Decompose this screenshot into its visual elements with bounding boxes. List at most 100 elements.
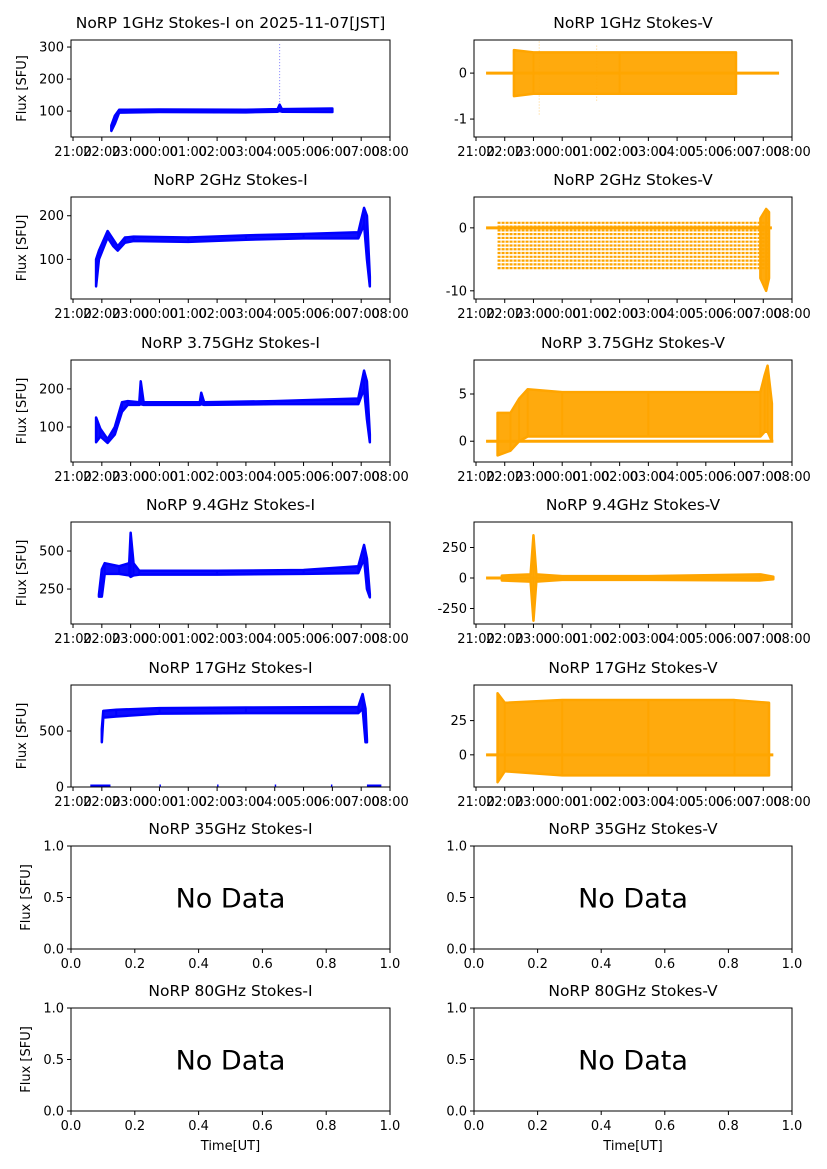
x-tick-label: 22:00 xyxy=(83,470,120,485)
subplot-title: NoRP 17GHz Stokes-I xyxy=(148,659,312,677)
subplot-2: 100 200 21:0022:0023:0000:0001:0002:0003:0… xyxy=(15,171,409,322)
x-tick-label: 01:00 xyxy=(572,795,609,810)
x-tick-label: 06:00 xyxy=(314,307,351,322)
subplot-0: 10020030021:0022:0023:0000:0001:0002:000… xyxy=(15,14,409,160)
x-tick-label: 21:00 xyxy=(54,632,91,647)
y-tick-label: 1.0 xyxy=(43,840,64,855)
x-tick-label: 00:00 xyxy=(543,470,580,485)
x-tick-label: 08:00 xyxy=(773,632,810,647)
x-tick-label: 06:00 xyxy=(716,632,753,647)
y-tick-label: 0 xyxy=(459,221,467,236)
x-tick-label: 22:00 xyxy=(83,307,120,322)
data-band xyxy=(512,48,738,98)
axes-frame xyxy=(70,39,391,138)
x-tick-label: 01:00 xyxy=(572,145,609,160)
x-tick-label: 02:00 xyxy=(601,470,638,485)
data-band xyxy=(759,207,771,293)
x-tick-label: 01:00 xyxy=(170,145,207,160)
y-tick-label: 0.0 xyxy=(43,1105,64,1120)
axes-frame xyxy=(473,196,793,300)
x-tick-label: 23:00 xyxy=(112,795,149,810)
y-axis-label: Flux [SFU] xyxy=(15,378,30,445)
subplot-7: -250 0 250 21:0022:0023:0000:0001:0002:0003… xyxy=(437,496,810,647)
x-tick-label: 02:00 xyxy=(601,795,638,810)
plot-area xyxy=(486,691,774,784)
y-tick-label: 300 xyxy=(39,41,64,56)
data-band xyxy=(500,534,775,622)
x-tick-label: 06:00 xyxy=(716,470,753,485)
x-tick-label: 00:00 xyxy=(141,632,178,647)
y-tick-label: 100 xyxy=(39,105,64,120)
x-tick-label: 22:00 xyxy=(486,470,523,485)
axes-frame xyxy=(70,359,391,463)
plot-area xyxy=(110,43,334,133)
y-tick-label: -1 xyxy=(454,113,467,128)
y-axis-label: Flux [SFU] xyxy=(15,540,30,607)
axes-frame xyxy=(473,521,793,625)
x-tick-label: 23:00 xyxy=(112,470,149,485)
y-tick-label: -10 xyxy=(446,284,467,299)
data-band xyxy=(94,206,372,288)
x-tick-label: 23:00 xyxy=(112,145,149,160)
subplot-title: NoRP 9.4GHz Stokes-V xyxy=(546,496,721,514)
axes-frame xyxy=(70,521,391,625)
x-tick-label: 0.2 xyxy=(527,1119,548,1134)
x-tick-label: 0.4 xyxy=(188,957,209,972)
y-tick-label: 5 xyxy=(459,388,467,403)
data-band xyxy=(97,531,372,599)
x-tick-label: 0.8 xyxy=(316,957,337,972)
x-tick-label: 05:00 xyxy=(687,632,724,647)
subplot-1: -1 0 21:0022:0023:0000:0001:0002:0003:0004… xyxy=(454,14,811,160)
x-tick-label: 04:00 xyxy=(658,632,695,647)
axes-frame xyxy=(70,196,391,300)
subplot-title: NoRP 3.75GHz Stokes-I xyxy=(141,334,320,352)
x-axis-label: Time[UT] xyxy=(200,1139,260,1154)
subplot-13: 0.0 0.5 1.0 0.0 0.2 0.4 0.6 0.8 1.0 NoRP 80GHz St… xyxy=(446,982,802,1154)
x-tick-label: 08:00 xyxy=(371,145,408,160)
x-tick-label: 22:00 xyxy=(83,145,120,160)
plot-area xyxy=(97,531,372,599)
x-tick-label: 00:00 xyxy=(141,470,178,485)
subplot-3: -10021:0022:0023:0000:0001:0002:0003:000… xyxy=(446,171,811,322)
y-tick-label: 0 xyxy=(459,435,467,450)
x-tick-label: 00:00 xyxy=(141,145,178,160)
subplot-5: 0 5 21:0022:0023:0000:0001:0002:0003:0004:… xyxy=(457,334,810,485)
subplot-title: NoRP 35GHz Stokes-V xyxy=(548,820,718,838)
x-tick-label: 08:00 xyxy=(773,795,810,810)
plot-area xyxy=(486,40,780,115)
y-tick-label: 250 xyxy=(442,541,467,556)
x-tick-label: 01:00 xyxy=(572,632,609,647)
y-tick-label: 0 xyxy=(459,572,467,587)
x-tick-label: 03:00 xyxy=(630,145,667,160)
x-tick-label: 1.0 xyxy=(380,1119,401,1134)
x-tick-label: 01:00 xyxy=(572,470,609,485)
plot-area xyxy=(486,364,774,457)
x-tick-label: 03:00 xyxy=(630,470,667,485)
axes-frame xyxy=(473,39,793,138)
x-tick-label: 02:00 xyxy=(198,307,235,322)
x-tick-label: 02:00 xyxy=(198,795,235,810)
x-tick-label: 07:00 xyxy=(745,145,782,160)
x-tick-label: 04:00 xyxy=(658,145,695,160)
x-tick-label: 06:00 xyxy=(716,795,753,810)
no-data-label: No Data xyxy=(176,884,286,915)
x-tick-label: 01:00 xyxy=(170,795,207,810)
x-tick-label: 02:00 xyxy=(601,632,638,647)
x-tick-label: 02:00 xyxy=(198,632,235,647)
x-tick-label: 04:00 xyxy=(658,795,695,810)
y-axis-label: Flux [SFU] xyxy=(15,703,30,770)
x-tick-label: 02:00 xyxy=(198,145,235,160)
x-tick-label: 05:00 xyxy=(687,145,724,160)
plot-area xyxy=(94,369,372,445)
x-tick-label: 04:00 xyxy=(256,145,293,160)
x-tick-label: 08:00 xyxy=(773,145,810,160)
x-tick-label: 04:00 xyxy=(658,307,695,322)
x-tick-label: 07:00 xyxy=(745,470,782,485)
subplot-6: 250 500 21:0022:0023:0000:0001:0002:0003:0… xyxy=(15,496,409,647)
x-tick-label: 21:00 xyxy=(457,307,494,322)
subplot-title: NoRP 80GHz Stokes-V xyxy=(548,982,718,1000)
x-tick-label: 23:00 xyxy=(515,470,552,485)
data-band xyxy=(100,692,369,744)
x-tick-label: 21:00 xyxy=(54,145,91,160)
